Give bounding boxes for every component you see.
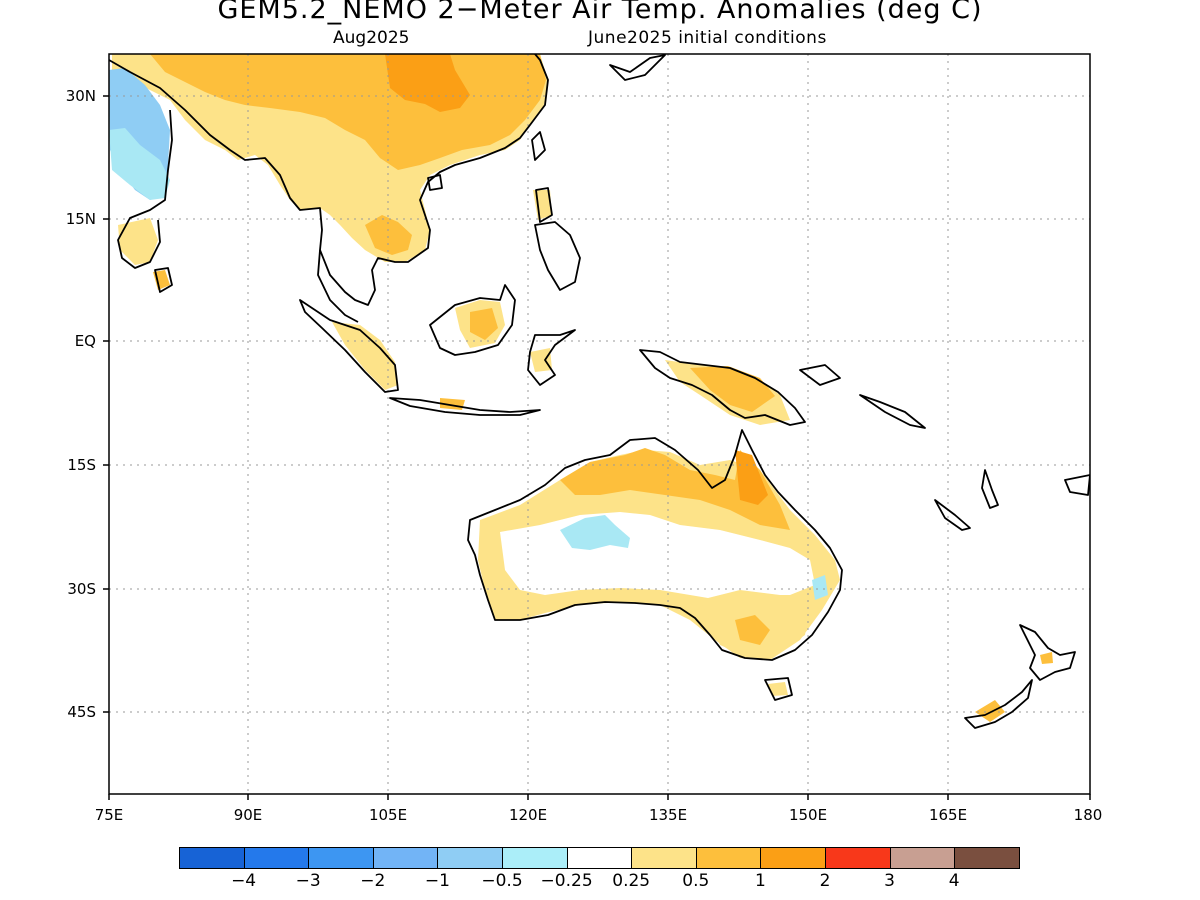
forecast-month: Aug2025 xyxy=(333,28,410,48)
anomaly-region-australia-cool xyxy=(560,515,630,550)
anomaly-region-india-light xyxy=(109,128,170,200)
color-scale-label: 0.25 xyxy=(612,871,651,891)
anomaly-region-india-south xyxy=(118,218,158,265)
coast-sumatra xyxy=(299,299,399,393)
anomaly-region-china-strong xyxy=(385,54,470,112)
lon-tick-label: 135E xyxy=(649,806,687,824)
anomaly-region-australia-coolse xyxy=(812,575,828,600)
lat-tick-label: 30N xyxy=(66,87,96,105)
color-scale-swatch xyxy=(954,847,1020,869)
color-scale-swatch xyxy=(760,847,826,869)
plot-frame xyxy=(108,53,1091,795)
lon-tick-label: 120E xyxy=(509,806,547,824)
color-scale-label: −2 xyxy=(360,871,386,891)
lon-tick-label: 105E xyxy=(369,806,407,824)
lon-tick-label: 90E xyxy=(234,806,263,824)
grid-lines xyxy=(109,54,1090,794)
anomaly-region-sulawesi xyxy=(530,348,552,372)
lat-tick-label: EQ xyxy=(75,332,96,350)
anomaly-region-australia-north xyxy=(560,448,790,530)
color-scale-label: −0.25 xyxy=(540,871,593,891)
coast-japan xyxy=(609,54,666,81)
anomaly-map: 75E 90E 105E 120E 135E 150E 165E 180 30N… xyxy=(66,53,1103,824)
anomaly-region-nz xyxy=(975,700,1005,722)
coast-newcaledonia xyxy=(934,499,971,531)
lat-tick-label: 15S xyxy=(67,456,96,474)
lon-tick-label: 75E xyxy=(95,806,124,824)
color-scale-label: −0.5 xyxy=(481,871,523,891)
color-scale-swatch xyxy=(631,847,697,869)
coast-malay-peninsula xyxy=(317,249,359,323)
coast-nz-south xyxy=(964,679,1033,729)
color-scale-swatch xyxy=(179,847,245,869)
color-scale-label: 0.5 xyxy=(682,871,710,891)
coastlines xyxy=(109,54,1090,729)
color-scale-label: −3 xyxy=(295,871,321,891)
coast-tasmania xyxy=(764,677,793,701)
color-scale-swatch xyxy=(372,847,439,869)
coast-sulawesi xyxy=(527,329,576,386)
anomaly-region-tasmania xyxy=(768,682,788,696)
color-scale-label: 1 xyxy=(754,871,766,891)
anomaly-region-srilanka xyxy=(153,270,170,290)
coast-bismarck xyxy=(799,364,841,386)
coast-java xyxy=(389,397,541,416)
lat-tick-label: 30S xyxy=(67,580,96,598)
color-scale-swatch xyxy=(566,847,633,869)
coast-newguinea xyxy=(639,349,806,426)
anomaly-region-australia-seorange xyxy=(735,615,770,645)
color-scale-label: −4 xyxy=(231,871,257,891)
lon-tick-label: 180 xyxy=(1074,806,1103,824)
coast-hainan xyxy=(427,174,443,191)
color-scale-swatch xyxy=(308,847,374,869)
anomaly-region-nz-north xyxy=(1040,652,1053,664)
color-scale-swatch xyxy=(889,847,956,869)
chart-title: GEM5.2_NEMO 2−Meter Air Temp. Anomalies … xyxy=(217,0,983,25)
lon-tick-label: 150E xyxy=(789,806,827,824)
lat-tick-label: 45S xyxy=(67,703,96,721)
initial-conditions: June2025 initial conditions xyxy=(588,28,827,48)
color-scale-label: −1 xyxy=(424,871,450,891)
coast-fiji xyxy=(1064,474,1090,496)
coast-srilanka xyxy=(154,267,173,293)
coast-taiwan xyxy=(531,131,546,161)
coast-philippines-north xyxy=(535,187,553,223)
color-scale-label: 4 xyxy=(948,871,960,891)
lon-tick-label: 165E xyxy=(929,806,967,824)
anomaly-region-australia-northstrong xyxy=(735,450,768,505)
color-scale-swatch xyxy=(502,847,568,869)
tick-marks xyxy=(103,95,1091,800)
color-scale-swatch xyxy=(695,847,762,869)
color-scale xyxy=(179,847,1021,871)
anomaly-region-sumatra xyxy=(332,322,398,390)
coast-borneo xyxy=(429,284,516,356)
anomaly-region-indochina xyxy=(365,215,412,255)
coast-philippines xyxy=(534,221,581,291)
coast-asia-mainland xyxy=(109,54,549,306)
coast-vanuatu xyxy=(981,469,999,509)
color-scale-swatch xyxy=(437,847,503,869)
anomaly-region-borneo-orange xyxy=(470,308,498,340)
coast-india xyxy=(117,109,173,269)
coast-solomons xyxy=(859,394,926,429)
anomaly-shading xyxy=(109,54,1053,722)
color-scale-swatch xyxy=(825,847,891,869)
color-scale-label: 3 xyxy=(884,871,896,891)
coast-nz-north xyxy=(1019,624,1076,681)
color-scale-swatch xyxy=(243,847,310,869)
lat-tick-label: 15N xyxy=(66,210,96,228)
color-scale-label: 2 xyxy=(819,871,831,891)
coast-australia xyxy=(467,429,843,661)
